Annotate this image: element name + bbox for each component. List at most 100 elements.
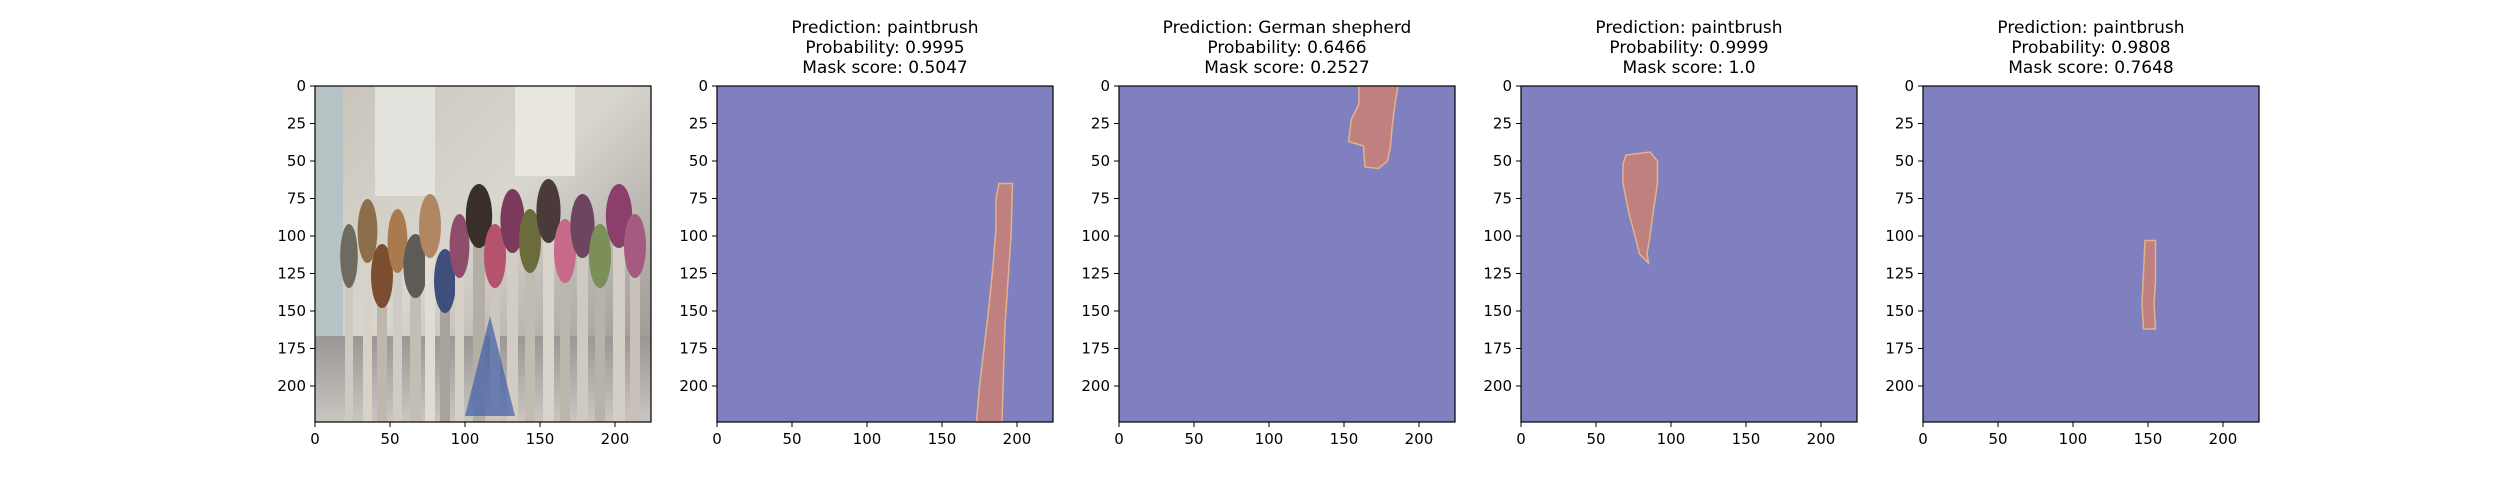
- y-tick-label: 150: [1483, 302, 1512, 320]
- x-tick-label: 150: [2134, 430, 2163, 448]
- x-tick-label: 150: [526, 430, 555, 448]
- y-tick-label: 175: [1483, 340, 1512, 358]
- y-tick-label: 0: [698, 77, 708, 95]
- y-tick-label: 25: [1895, 115, 1914, 133]
- y-tick-label: 50: [1091, 152, 1110, 170]
- y-tick-label: 0: [1502, 77, 1512, 95]
- y-tick-label: 175: [1081, 340, 1110, 358]
- y-tick-label: 25: [1091, 115, 1110, 133]
- x-tick-label: 200: [1405, 430, 1434, 448]
- x-tick-label: 50: [1988, 430, 2007, 448]
- y-tick-label: 0: [1904, 77, 1914, 95]
- axes-frame: [716, 85, 1054, 423]
- y-tick-label: 200: [1885, 377, 1914, 395]
- x-tick-label: 200: [2209, 430, 2238, 448]
- y-tick-label: 200: [277, 377, 306, 395]
- y-tick-label: 75: [1493, 190, 1512, 208]
- axes-frame: [1118, 85, 1456, 423]
- x-tick-label: 200: [1003, 430, 1032, 448]
- mask-background: [1119, 86, 1455, 422]
- panel-title-line: Mask score: 1.0: [1622, 58, 1755, 78]
- axes-frame: [1520, 85, 1858, 423]
- x-tick-label: 100: [1255, 430, 1284, 448]
- panel-title-line: Prediction: paintbrush: [1595, 18, 1782, 38]
- y-tick-label: 200: [679, 377, 708, 395]
- y-tick-label: 125: [277, 265, 306, 283]
- mask-background: [1521, 86, 1857, 422]
- panel-2: 0 50 100 150 200 0 25 50 75 100 125 150 175 200 Predic…: [679, 18, 1054, 448]
- y-tick-label: 0: [1100, 77, 1110, 95]
- x-tick-label: 50: [380, 430, 399, 448]
- panel-title-line: Prediction: paintbrush: [1997, 18, 2184, 38]
- y-tick-label: 25: [1493, 115, 1512, 133]
- x-tick-label: 0: [1516, 430, 1526, 448]
- x-tick-label: 0: [712, 430, 722, 448]
- y-tick-label: 100: [1483, 227, 1512, 245]
- x-tick-label: 0: [1114, 430, 1124, 448]
- x-tick-label: 100: [451, 430, 480, 448]
- x-tick-label: 100: [853, 430, 882, 448]
- y-tick-label: 25: [287, 115, 306, 133]
- panel-title-line: Probability: 0.9808: [2011, 38, 2170, 58]
- mask-region: [1347, 85, 1399, 170]
- x-tick-label: 150: [928, 430, 957, 448]
- panel-4: 0 50 100 150 200 0 25 50 75 100 125 150 175 200 Predic…: [1483, 18, 1858, 448]
- x-tick-label: 50: [1184, 430, 1203, 448]
- panel-1: 0 50 100 150 200 0 25 50 75 100 125 150 175 200: [277, 77, 652, 448]
- y-tick-label: 150: [1081, 302, 1110, 320]
- y-tick-label: 50: [689, 152, 708, 170]
- y-tick-label: 125: [1081, 265, 1110, 283]
- x-tick-label: 50: [782, 430, 801, 448]
- x-tick-label: 150: [1330, 430, 1359, 448]
- x-tick-label: 100: [1657, 430, 1686, 448]
- y-tick-label: 125: [679, 265, 708, 283]
- y-tick-label: 150: [1885, 302, 1914, 320]
- panel-title-line: Probability: 0.9995: [805, 38, 964, 58]
- y-tick-label: 175: [277, 340, 306, 358]
- panel-3: 0 50 100 150 200 0 25 50 75 100 125 150 175 200 Predic…: [1081, 18, 1456, 448]
- x-tick-label: 50: [1586, 430, 1605, 448]
- x-tick-label: 200: [1807, 430, 1836, 448]
- y-tick-label: 150: [679, 302, 708, 320]
- y-tick-label: 50: [1493, 152, 1512, 170]
- y-tick-label: 125: [1483, 265, 1512, 283]
- x-tick-label: 0: [1918, 430, 1928, 448]
- y-tick-label: 50: [287, 152, 306, 170]
- y-tick-label: 200: [1483, 377, 1512, 395]
- y-tick-label: 175: [1885, 340, 1914, 358]
- mask-background: [1923, 86, 2259, 422]
- y-tick-label: 175: [679, 340, 708, 358]
- x-tick-label: 0: [310, 430, 320, 448]
- mask-region: [2141, 239, 2157, 330]
- y-tick-label: 0: [296, 77, 306, 95]
- axes-frame: [1922, 85, 2260, 423]
- x-tick-label: 150: [1732, 430, 1761, 448]
- panel-title-line: Probability: 0.9999: [1609, 38, 1768, 58]
- photo-image: [315, 86, 651, 422]
- y-tick-label: 50: [1895, 152, 1914, 170]
- panel-title-line: Prediction: German shepherd: [1163, 18, 1412, 38]
- panel-title-line: Mask score: 0.5047: [802, 58, 967, 78]
- y-tick-label: 75: [689, 190, 708, 208]
- y-tick-label: 25: [689, 115, 708, 133]
- y-tick-label: 75: [287, 190, 306, 208]
- x-tick-label: 200: [601, 430, 630, 448]
- x-tick-label: 100: [2059, 430, 2088, 448]
- panel-title-line: Prediction: paintbrush: [791, 18, 978, 38]
- panel-5: 0 50 100 150 200 0 25 50 75 100 125 150 175 200 Predic…: [1885, 18, 2260, 448]
- y-tick-label: 125: [1885, 265, 1914, 283]
- y-tick-label: 100: [277, 227, 306, 245]
- y-tick-label: 100: [679, 227, 708, 245]
- y-tick-label: 75: [1091, 190, 1110, 208]
- mask-region: [1622, 151, 1659, 266]
- panel-title-line: Probability: 0.6466: [1207, 38, 1366, 58]
- axes-frame: [314, 85, 652, 423]
- panel-title-line: Mask score: 0.2527: [1204, 58, 1369, 78]
- y-tick-label: 200: [1081, 377, 1110, 395]
- y-tick-label: 75: [1895, 190, 1914, 208]
- y-tick-label: 100: [1885, 227, 1914, 245]
- y-tick-label: 100: [1081, 227, 1110, 245]
- y-tick-label: 150: [277, 302, 306, 320]
- panel-title-line: Mask score: 0.7648: [2008, 58, 2173, 78]
